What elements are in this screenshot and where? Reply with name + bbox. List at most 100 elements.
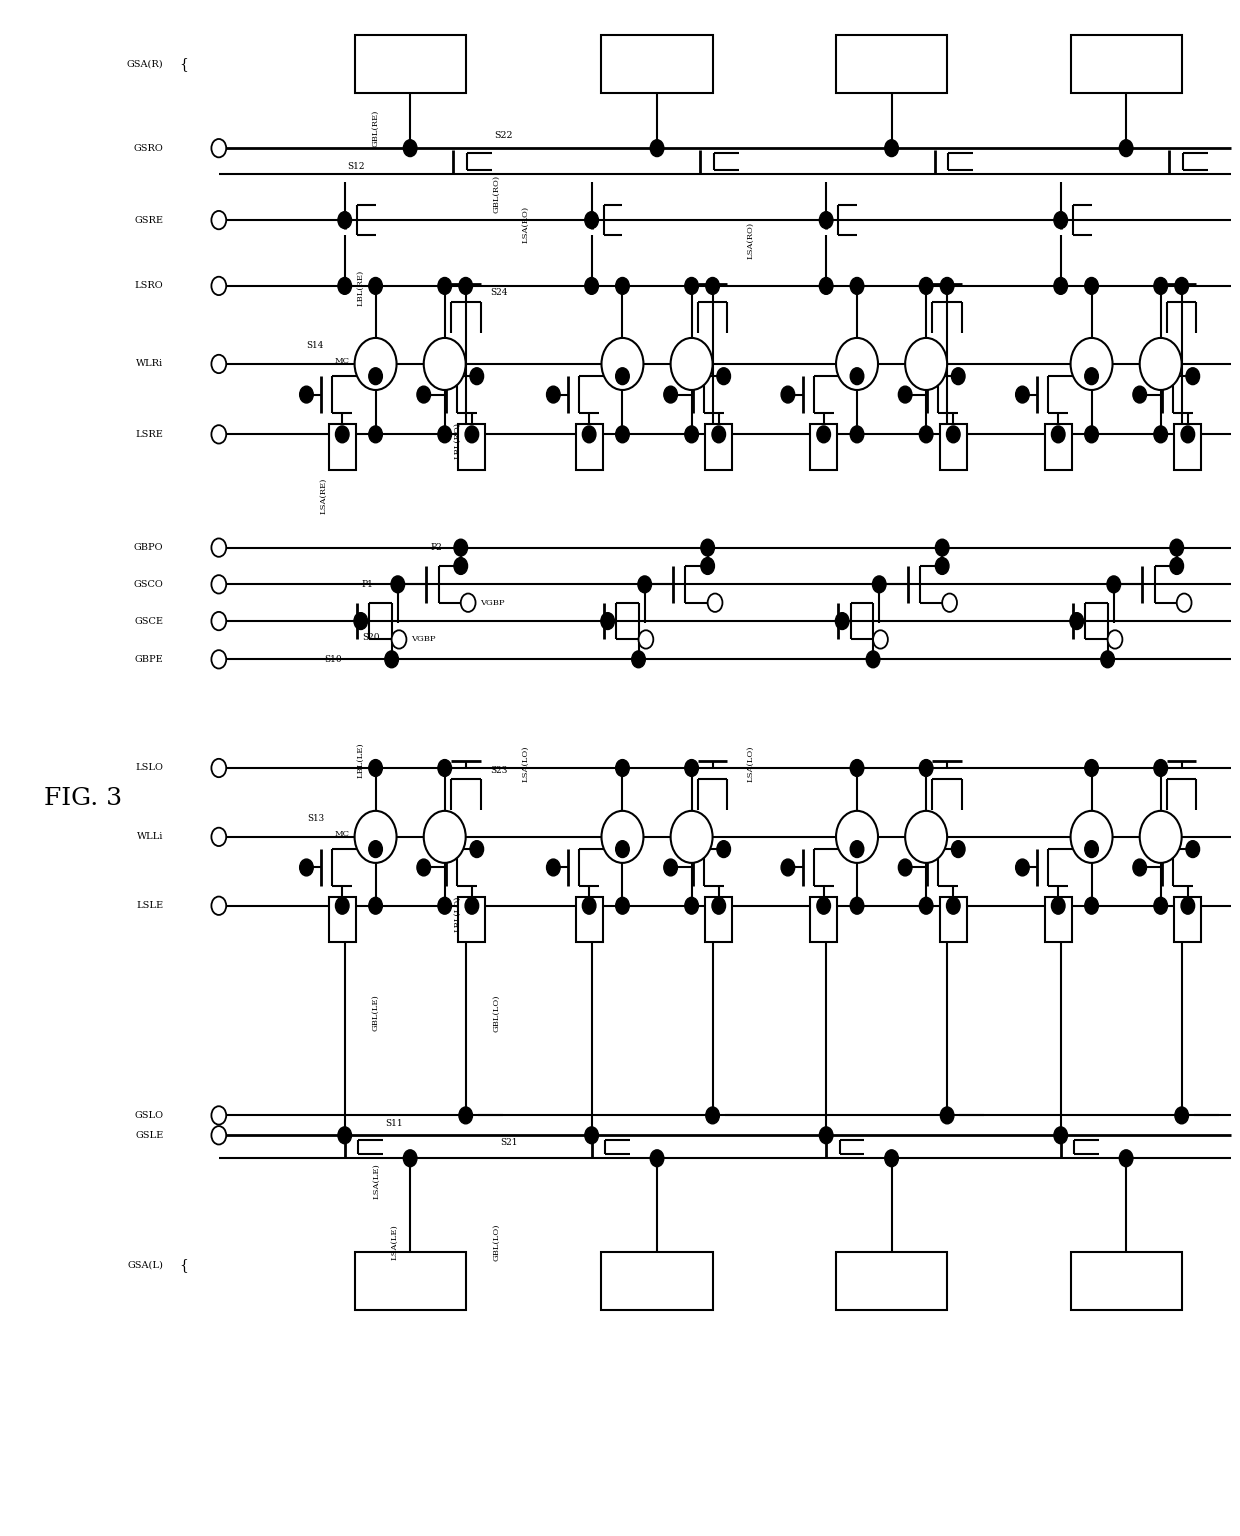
Circle shape bbox=[300, 859, 314, 876]
Text: GSRE: GSRE bbox=[134, 215, 164, 224]
Circle shape bbox=[355, 338, 397, 390]
Circle shape bbox=[1154, 897, 1168, 914]
Text: GBL(LE): GBL(LE) bbox=[372, 994, 379, 1031]
Circle shape bbox=[1177, 593, 1192, 611]
Circle shape bbox=[616, 367, 629, 384]
Text: GSA(L): GSA(L) bbox=[128, 1261, 164, 1270]
Text: S21: S21 bbox=[500, 1138, 518, 1147]
Circle shape bbox=[836, 338, 878, 390]
Circle shape bbox=[211, 1106, 226, 1124]
Circle shape bbox=[1085, 367, 1099, 384]
Circle shape bbox=[631, 651, 645, 668]
Circle shape bbox=[817, 897, 831, 914]
Circle shape bbox=[384, 651, 398, 668]
Bar bbox=[1044, 424, 1071, 470]
Circle shape bbox=[616, 897, 629, 914]
Circle shape bbox=[1107, 630, 1122, 648]
Text: LBL(LE): LBL(LE) bbox=[357, 742, 365, 779]
Circle shape bbox=[470, 367, 484, 384]
Text: VGBP: VGBP bbox=[481, 599, 505, 607]
Circle shape bbox=[391, 576, 404, 593]
Circle shape bbox=[1052, 425, 1065, 442]
Circle shape bbox=[820, 278, 833, 295]
Circle shape bbox=[1133, 859, 1147, 876]
Bar bbox=[1070, 1252, 1182, 1310]
Circle shape bbox=[601, 338, 644, 390]
Text: GSA(R): GSA(R) bbox=[126, 60, 164, 69]
Circle shape bbox=[1070, 338, 1112, 390]
Circle shape bbox=[942, 593, 957, 611]
Text: S10: S10 bbox=[325, 654, 342, 664]
Circle shape bbox=[1054, 1127, 1068, 1144]
Circle shape bbox=[585, 1127, 599, 1144]
Circle shape bbox=[459, 278, 472, 295]
Circle shape bbox=[1085, 897, 1099, 914]
Circle shape bbox=[368, 897, 382, 914]
Circle shape bbox=[671, 338, 713, 390]
Circle shape bbox=[424, 811, 466, 863]
Circle shape bbox=[940, 1107, 954, 1124]
Circle shape bbox=[461, 593, 476, 611]
Text: GSCO: GSCO bbox=[134, 581, 164, 588]
Circle shape bbox=[639, 630, 653, 648]
Circle shape bbox=[1054, 278, 1068, 295]
Circle shape bbox=[368, 840, 382, 857]
Circle shape bbox=[616, 840, 629, 857]
Text: {: { bbox=[179, 57, 188, 71]
Text: GSLE: GSLE bbox=[135, 1130, 164, 1140]
Circle shape bbox=[951, 840, 965, 857]
Text: GSLO: GSLO bbox=[134, 1111, 164, 1120]
Circle shape bbox=[684, 278, 698, 295]
Text: LSA(LE): LSA(LE) bbox=[391, 1224, 398, 1261]
Circle shape bbox=[336, 425, 348, 442]
Circle shape bbox=[684, 760, 698, 776]
Circle shape bbox=[300, 386, 314, 402]
Circle shape bbox=[585, 278, 599, 295]
Circle shape bbox=[1140, 338, 1182, 390]
Text: LSA(RE): LSA(RE) bbox=[320, 478, 327, 513]
Circle shape bbox=[459, 1107, 472, 1124]
Circle shape bbox=[211, 828, 226, 846]
Circle shape bbox=[1171, 539, 1183, 556]
Text: S12: S12 bbox=[347, 161, 365, 170]
Circle shape bbox=[708, 593, 723, 611]
Circle shape bbox=[1085, 425, 1099, 442]
Circle shape bbox=[820, 1127, 833, 1144]
Circle shape bbox=[1085, 760, 1099, 776]
Bar bbox=[575, 424, 603, 470]
Circle shape bbox=[438, 425, 451, 442]
Circle shape bbox=[817, 425, 831, 442]
Text: GBL(LO): GBL(LO) bbox=[492, 994, 501, 1032]
Circle shape bbox=[438, 278, 451, 295]
Circle shape bbox=[712, 897, 725, 914]
Circle shape bbox=[919, 278, 932, 295]
Circle shape bbox=[368, 367, 382, 384]
Circle shape bbox=[637, 576, 651, 593]
Text: S23: S23 bbox=[490, 766, 507, 774]
Text: S24: S24 bbox=[490, 289, 508, 298]
Circle shape bbox=[339, 1127, 351, 1144]
Circle shape bbox=[905, 338, 947, 390]
Circle shape bbox=[781, 859, 795, 876]
Circle shape bbox=[465, 425, 479, 442]
Circle shape bbox=[601, 811, 644, 863]
Circle shape bbox=[1070, 811, 1112, 863]
Circle shape bbox=[919, 760, 932, 776]
Circle shape bbox=[1085, 278, 1099, 295]
Circle shape bbox=[211, 210, 226, 229]
Text: LSA(LE): LSA(LE) bbox=[372, 1163, 379, 1200]
Circle shape bbox=[368, 278, 382, 295]
Bar bbox=[575, 897, 603, 943]
Bar bbox=[836, 35, 947, 94]
Circle shape bbox=[935, 539, 949, 556]
Bar bbox=[836, 1252, 947, 1310]
Circle shape bbox=[820, 212, 833, 229]
Circle shape bbox=[671, 811, 713, 863]
Circle shape bbox=[403, 140, 417, 157]
Circle shape bbox=[1171, 558, 1183, 574]
Circle shape bbox=[1070, 613, 1084, 630]
Circle shape bbox=[355, 811, 397, 863]
Circle shape bbox=[353, 613, 367, 630]
Text: LSA(LO): LSA(LO) bbox=[746, 746, 755, 782]
Text: LSLO: LSLO bbox=[135, 763, 164, 773]
